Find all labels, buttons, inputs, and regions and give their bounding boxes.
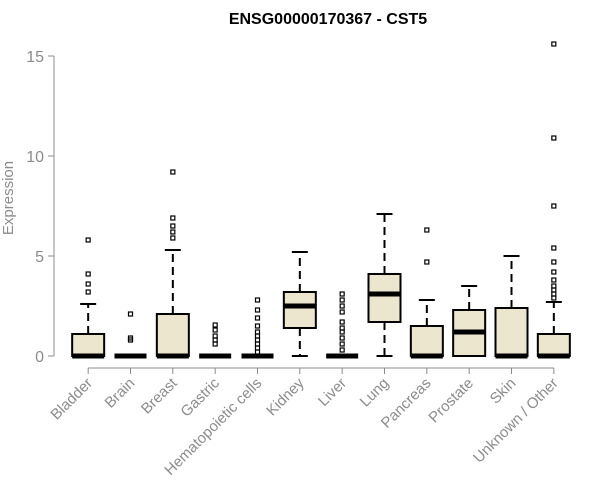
outlier-point (339, 291, 345, 297)
y-tick-label: 0 (35, 349, 44, 366)
outlier-point (551, 259, 557, 265)
outlier-point (551, 291, 557, 297)
outlier-point (339, 297, 345, 303)
x-tick-label: Breast (138, 374, 181, 417)
outlier-point (170, 235, 176, 241)
outlier-point (212, 337, 218, 343)
box-body (409, 325, 444, 357)
boxes (71, 41, 571, 359)
outlier-point (424, 259, 430, 265)
outlier-point (339, 309, 345, 315)
y-tick-label: 5 (35, 249, 44, 266)
outlier-point (85, 237, 91, 243)
box-breast (155, 169, 190, 359)
outlier-point (551, 295, 557, 301)
outlier-point (551, 287, 557, 293)
box-pancreas (409, 227, 444, 359)
box-prostate (452, 285, 487, 357)
outlier-point (170, 215, 176, 221)
chart-title: ENSG00000170367 - CST5 (229, 11, 427, 28)
box-body (536, 333, 571, 357)
outlier-point (254, 333, 261, 339)
outlier-point (212, 322, 218, 328)
y-tick-label: 10 (26, 149, 44, 166)
box-kidney (282, 251, 317, 357)
x-tick-label: Liver (315, 375, 350, 410)
outlier-point (85, 281, 91, 287)
outlier-point (170, 223, 176, 229)
outlier-point (254, 337, 261, 343)
outlier-point (339, 341, 345, 347)
x-tick-label: Lung (357, 375, 393, 411)
y-axis-label: Expression (0, 161, 17, 235)
box-brain (114, 311, 147, 359)
x-tick-label: Kidney (263, 374, 308, 419)
x-tick-label: Skin (487, 375, 520, 408)
box-body (282, 291, 317, 329)
axes: 0 5 10 15 (26, 49, 554, 369)
outlier-point (254, 307, 261, 313)
outlier-point (551, 203, 557, 209)
outlier-point (551, 277, 557, 283)
outlier-point (85, 289, 91, 295)
outlier-point (85, 271, 91, 277)
y-tick-label: 15 (26, 49, 44, 66)
outlier-point (254, 323, 261, 329)
outlier-point (339, 303, 345, 309)
outlier-point (551, 269, 557, 275)
outlier-point (170, 169, 176, 175)
box-body (494, 307, 529, 357)
outlier-point (254, 315, 261, 321)
outlier-point (424, 227, 430, 233)
box-body (155, 313, 190, 357)
outlier-point (212, 341, 218, 347)
x-tick-label: Bladder (47, 375, 96, 424)
outlier-point (339, 319, 345, 325)
outlier-point (339, 347, 345, 353)
outlier-point (254, 341, 261, 347)
outlier-point (212, 327, 218, 333)
outlier-point (127, 311, 134, 317)
box-lung (367, 213, 402, 357)
outlier-point (551, 283, 557, 289)
outlier-point (339, 329, 345, 335)
outlier-point (127, 335, 134, 341)
x-tick-label: Prostate (425, 375, 477, 427)
box-body (367, 273, 402, 323)
box-gastric (199, 322, 232, 359)
outlier-point (212, 333, 218, 339)
box-unknown-other (536, 41, 571, 359)
outlier-point (551, 135, 557, 141)
outlier-point (551, 245, 557, 251)
outlier-point (551, 41, 557, 47)
outlier-point (339, 335, 345, 341)
box-skin (494, 255, 529, 359)
x-tick-label: Brain (102, 375, 139, 412)
outlier-point (254, 297, 261, 303)
box-hematopoietic-cells (241, 297, 274, 359)
outlier-point (254, 329, 261, 335)
box-liver (326, 291, 359, 359)
box-bladder (71, 237, 106, 359)
outlier-point (339, 325, 345, 331)
outlier-point (254, 349, 261, 355)
outlier-point (254, 345, 261, 351)
box-body (71, 333, 106, 357)
outlier-point (170, 229, 176, 235)
